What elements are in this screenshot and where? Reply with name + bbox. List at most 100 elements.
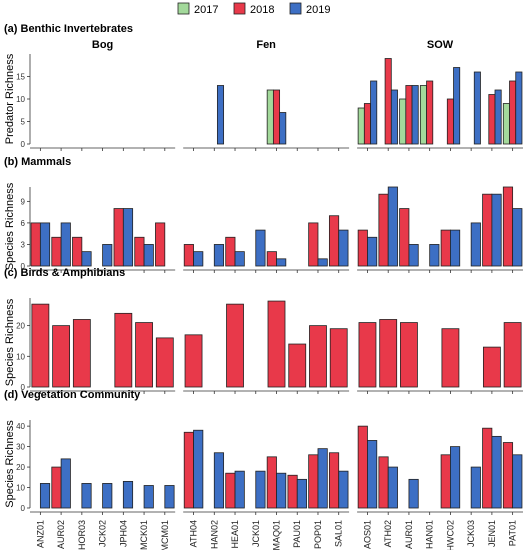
x-tick-label-AOS01: AOS01 (362, 520, 372, 549)
y-tick-label: 3 (21, 240, 26, 249)
bar-2019-MAQ01 (279, 112, 287, 145)
x-tick-label-PAU01: PAU01 (292, 520, 302, 548)
panel-4: (d) Vegetation Community Species Richness… (4, 389, 523, 515)
group-label-sow: SOW (427, 39, 454, 51)
bar-2018-AOS01 (357, 229, 368, 267)
bar-2018-AOS01 (357, 425, 368, 509)
bar-2019-ATH02 (387, 186, 398, 267)
bar-2018-PAT01 (502, 442, 514, 509)
bar-2018-HEA01 (225, 472, 236, 509)
bar-2018-MAQ01 (267, 300, 286, 388)
bar-2018-HEA01 (226, 303, 244, 388)
y-axis-label: Species Richness (4, 420, 16, 508)
x-tick-label-ATH02: ATH02 (383, 520, 393, 547)
bar-2018-JEN01 (488, 94, 496, 145)
bar-2018-MCM01 (155, 337, 174, 388)
x-tick-label-SAL01: SAL01 (334, 520, 344, 547)
group-label-fen: Fen (256, 39, 276, 51)
x-axis: ANZ01 AUR02 HOR03 JCK02 JPH04 MCK01 MCM01 ATH04… (35, 520, 517, 550)
bar-2019-HOR03 (81, 251, 92, 267)
y-tick-label: 5 (21, 118, 26, 127)
bar-2018-AOS01 (363, 103, 371, 145)
y-tick-label: 30 (16, 443, 25, 452)
bar-2018-ANZ01 (31, 303, 50, 388)
bar-2019-JCK02 (102, 483, 113, 509)
bar-2018-JEN01 (482, 193, 493, 267)
y-tick-label: 10 (16, 352, 25, 361)
bar-2018-PAT01 (503, 322, 522, 388)
bar-2019-MAQ01 (276, 258, 287, 267)
y-tick-label: 0 (21, 140, 26, 149)
bar-2018-HWC02 (441, 328, 460, 388)
bar-2019-SAL01 (338, 470, 349, 509)
bar-2019-JCK03 (470, 466, 481, 509)
bar-2018-ANZ01 (30, 222, 41, 267)
bar-2018-ATH02 (378, 456, 389, 509)
bar-2019-AOS01 (367, 236, 378, 267)
x-tick-label-ATH04: ATH04 (189, 520, 199, 547)
bar-2019-HWC02 (450, 229, 461, 267)
bar-2019-AUR02 (60, 458, 71, 509)
bar-2018-ATH04 (183, 431, 194, 509)
y-tick-label: 0 (21, 383, 26, 392)
bar-2019-JEN01 (491, 193, 502, 267)
bar-2018-MAQ01 (266, 456, 277, 509)
group-label-bog: Bog (92, 39, 113, 51)
bar-2018-AUR01 (405, 85, 413, 145)
bar-2019-MCK01 (143, 244, 154, 267)
panel-title: (b) Mammals (4, 156, 71, 168)
y-axis-label: Species Richness (4, 298, 16, 386)
bar-2019-AUR01 (408, 478, 419, 509)
bar-2017-HAN01 (419, 85, 427, 145)
bar-2017-AUR01 (399, 98, 407, 145)
bar-2018-MCK01 (134, 236, 145, 267)
bar-2019-JPH04 (122, 208, 134, 267)
bar-2018-POP01 (308, 454, 319, 509)
x-tick-label-HWC02: HWC02 (445, 520, 455, 550)
x-tick-label-POP01: POP01 (313, 520, 323, 549)
bar-2019-HAN02 (216, 85, 225, 145)
bar-2019-HEA01 (234, 470, 245, 509)
legend-swatch-2017 (177, 2, 190, 15)
bar-2018-ATH04 (184, 334, 203, 388)
bar-2018-AUR02 (51, 236, 62, 267)
bar-2018-SAL01 (328, 215, 340, 267)
bar-2018-POP01 (308, 222, 319, 267)
bar-2019-JCK03 (473, 71, 481, 145)
bar-2019-HWC02 (453, 67, 461, 145)
bar-2018-AUR02 (52, 325, 71, 388)
legend-label-2019: 2019 (306, 4, 330, 16)
bar-2019-JEN01 (491, 435, 502, 509)
y-tick-label: 9 (21, 197, 26, 206)
bar-2017-AOS01 (357, 107, 365, 145)
bar-2018-HWC02 (440, 454, 451, 509)
bar-2018-MAQ01 (266, 251, 277, 267)
x-tick-label-ANZ01: ANZ01 (35, 520, 45, 548)
y-tick-label: 0 (21, 262, 26, 271)
bar-2019-PAT01 (512, 208, 523, 267)
bar-2019-ANZ01 (39, 483, 51, 509)
bar-2019-JCK01 (255, 470, 266, 509)
bar-2019-AOS01 (367, 440, 378, 509)
bar-2018-PAU01 (287, 474, 298, 509)
bar-2019-ATH02 (387, 466, 398, 509)
bar-2018-SAL01 (329, 328, 348, 388)
bar-2019-ATH04 (193, 251, 204, 267)
x-tick-label-HAN02: HAN02 (209, 520, 219, 549)
bar-2019-HAN02 (213, 244, 225, 267)
bar-2018-ATH04 (183, 244, 194, 267)
legend-swatch-2019 (289, 2, 302, 15)
bar-2018-PAT01 (502, 186, 514, 267)
bar-2019-PAT01 (512, 454, 523, 509)
bar-2018-ATH02 (379, 319, 398, 388)
bar-2019-JEN01 (494, 89, 502, 145)
x-tick-label-JCK03: JCK03 (466, 520, 476, 547)
panel-title: (a) Benthic Invertebrates (4, 23, 133, 35)
x-tick-label-JPH04: JPH04 (118, 520, 128, 547)
bar-2018-SAL01 (328, 452, 340, 509)
bar-2018-JPH04 (113, 208, 124, 267)
y-tick-label: 40 (16, 422, 25, 431)
legend-label-2017: 2017 (194, 4, 218, 16)
x-tick-label-MAQ01: MAQ01 (272, 520, 282, 550)
